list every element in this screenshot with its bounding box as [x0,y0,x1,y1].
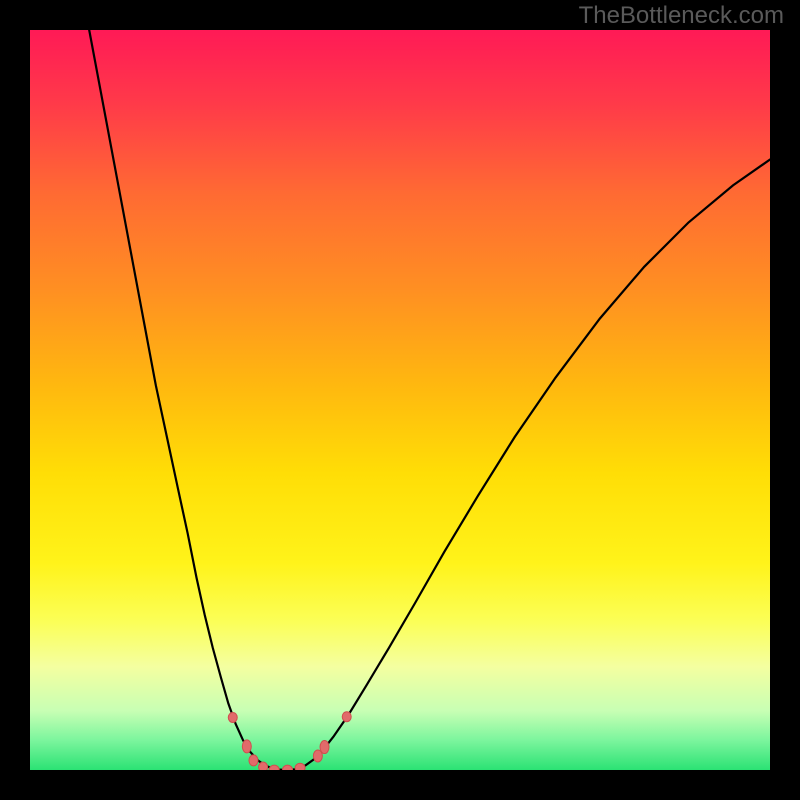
data-marker [295,763,305,770]
data-marker [269,765,279,770]
left-curve [89,30,285,770]
data-marker [242,740,251,753]
watermark-text: TheBottleneck.com [579,2,784,30]
data-marker [320,741,329,754]
data-marker [283,765,293,770]
right-curve [285,160,770,771]
curve-layer [30,30,770,770]
data-marker [228,712,237,722]
data-marker [342,712,351,722]
chart-container: TheBottleneck.com [0,0,800,800]
data-marker [249,755,258,766]
data-marker [259,762,268,770]
plot-area [30,30,770,770]
